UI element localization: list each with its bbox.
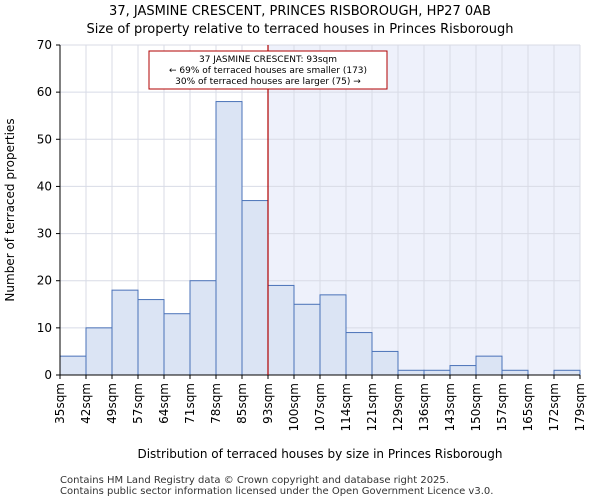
x-tick-label: 71sqm xyxy=(183,383,197,424)
annotation-line-3: 30% of terraced houses are larger (75) → xyxy=(175,77,361,87)
bar xyxy=(163,313,191,376)
annotation-line-2: ← 69% of terraced houses are smaller (17… xyxy=(169,66,367,76)
y-tick-label: 50 xyxy=(37,132,52,146)
x-tick-label: 165sqm xyxy=(521,383,535,431)
x-tick-label: 100sqm xyxy=(287,383,301,431)
x-tick-label: 129sqm xyxy=(391,383,405,431)
bar xyxy=(345,332,373,376)
y-tick-label: 0 xyxy=(44,368,52,382)
y-tick-label: 70 xyxy=(37,38,52,52)
bar xyxy=(501,369,529,376)
bar xyxy=(293,303,321,376)
bar xyxy=(111,289,139,376)
x-tick-label: 143sqm xyxy=(443,383,457,431)
bar xyxy=(267,284,295,376)
x-tick-label: 93sqm xyxy=(261,383,275,424)
y-tick-label: 10 xyxy=(37,321,52,335)
bar xyxy=(553,369,581,376)
x-tick-label: 35sqm xyxy=(53,383,67,424)
y-tick-label: 30 xyxy=(37,227,52,241)
x-tick-label: 78sqm xyxy=(209,383,223,424)
bar xyxy=(59,355,87,376)
bar xyxy=(397,369,425,376)
x-tick-label: 42sqm xyxy=(79,383,93,424)
bar xyxy=(423,369,451,376)
chart-subtitle: Size of property relative to terraced ho… xyxy=(86,22,514,37)
x-tick-label: 57sqm xyxy=(131,383,145,424)
annotation-box xyxy=(148,50,388,90)
x-tick-label: 172sqm xyxy=(547,383,561,431)
bar xyxy=(241,200,269,376)
x-tick-label: 85sqm xyxy=(235,383,249,424)
y-tick-label: 20 xyxy=(37,274,52,288)
bar xyxy=(371,350,399,376)
annotation-line-1: 37 JASMINE CRESCENT: 93sqm xyxy=(199,55,337,65)
x-tick-label: 114sqm xyxy=(339,383,353,431)
y-tick-label: 40 xyxy=(37,179,52,193)
bar xyxy=(137,299,165,376)
footer-line-1: Contains HM Land Registry data © Crown c… xyxy=(60,475,449,486)
bar xyxy=(85,327,113,376)
x-tick-label: 157sqm xyxy=(495,383,509,431)
chart-title: 37, JASMINE CRESCENT, PRINCES RISBOROUGH… xyxy=(109,4,491,19)
bar xyxy=(189,280,217,376)
bar xyxy=(215,101,243,376)
x-tick-label: 64sqm xyxy=(157,383,171,424)
x-tick-label: 107sqm xyxy=(313,383,327,431)
x-tick-label: 49sqm xyxy=(105,383,119,424)
bar xyxy=(449,365,477,376)
x-tick-label: 136sqm xyxy=(417,383,431,431)
y-axis-label: Number of terraced properties xyxy=(3,118,17,301)
x-axis-label: Distribution of terraced houses by size … xyxy=(137,447,502,461)
bar xyxy=(475,355,503,376)
x-tick-label: 121sqm xyxy=(365,383,379,431)
footer-line-2: Contains public sector information licen… xyxy=(60,486,494,497)
x-tick-label: 150sqm xyxy=(469,383,483,431)
y-tick-label: 60 xyxy=(37,85,52,99)
x-tick-label: 179sqm xyxy=(573,383,587,431)
bar xyxy=(319,294,347,376)
